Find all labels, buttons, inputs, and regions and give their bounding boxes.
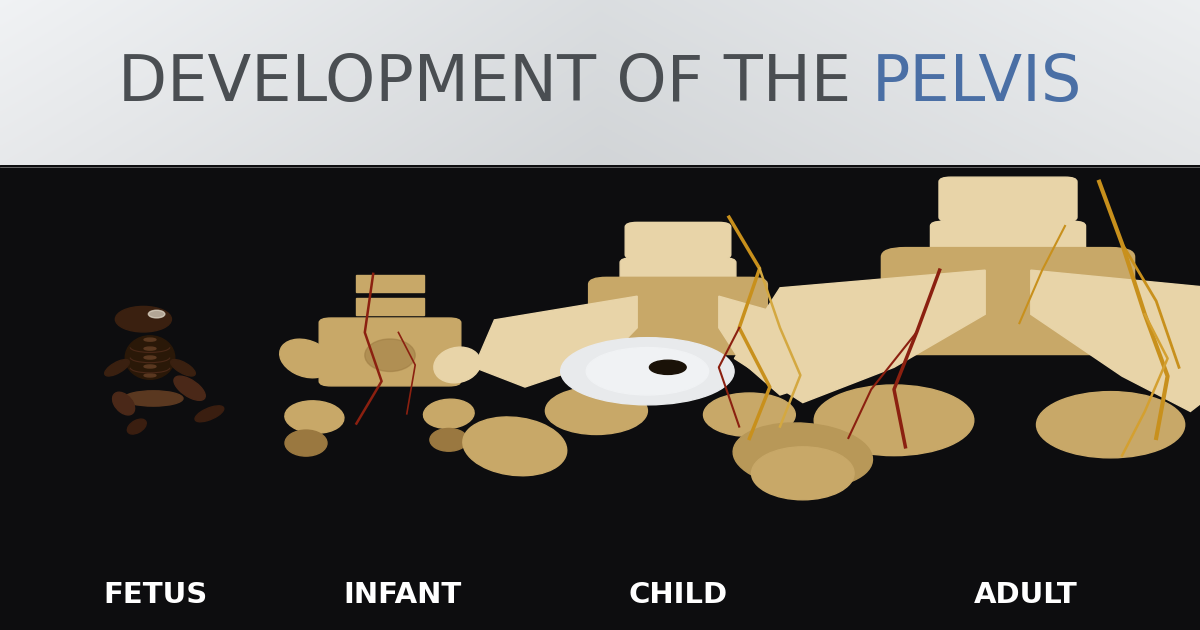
Ellipse shape xyxy=(196,406,223,422)
FancyBboxPatch shape xyxy=(881,248,1135,355)
FancyBboxPatch shape xyxy=(319,318,461,386)
Text: FETUS: FETUS xyxy=(104,581,208,609)
FancyBboxPatch shape xyxy=(940,177,1078,222)
Ellipse shape xyxy=(149,310,164,318)
Polygon shape xyxy=(734,270,985,403)
Ellipse shape xyxy=(144,356,156,359)
Polygon shape xyxy=(474,296,637,387)
FancyBboxPatch shape xyxy=(930,221,1086,266)
Ellipse shape xyxy=(751,447,854,500)
Polygon shape xyxy=(719,296,841,395)
Polygon shape xyxy=(1031,270,1200,411)
Ellipse shape xyxy=(284,401,344,433)
Ellipse shape xyxy=(424,399,474,428)
Ellipse shape xyxy=(463,417,566,476)
Bar xyxy=(356,275,424,292)
Ellipse shape xyxy=(125,336,175,379)
Ellipse shape xyxy=(144,347,156,350)
Ellipse shape xyxy=(1037,392,1184,458)
Ellipse shape xyxy=(286,430,326,456)
Text: PELVIS: PELVIS xyxy=(871,52,1082,113)
Ellipse shape xyxy=(814,385,974,455)
FancyBboxPatch shape xyxy=(588,277,768,355)
Circle shape xyxy=(586,348,708,395)
Ellipse shape xyxy=(280,339,332,378)
Text: ADULT: ADULT xyxy=(974,581,1078,609)
Ellipse shape xyxy=(104,360,130,376)
Circle shape xyxy=(560,338,734,405)
Ellipse shape xyxy=(545,387,648,435)
Ellipse shape xyxy=(115,306,172,332)
Bar xyxy=(356,321,424,337)
Ellipse shape xyxy=(144,374,156,377)
Ellipse shape xyxy=(124,391,182,406)
Ellipse shape xyxy=(365,339,415,372)
Ellipse shape xyxy=(113,392,134,415)
FancyBboxPatch shape xyxy=(620,258,736,295)
Text: DEVELOPMENT OF THE: DEVELOPMENT OF THE xyxy=(118,52,871,113)
Ellipse shape xyxy=(127,419,146,434)
Ellipse shape xyxy=(144,338,156,341)
Text: CHILD: CHILD xyxy=(629,581,727,609)
FancyBboxPatch shape xyxy=(625,222,731,260)
Bar xyxy=(356,298,424,314)
Ellipse shape xyxy=(733,423,872,488)
Ellipse shape xyxy=(144,365,156,368)
Text: INFANT: INFANT xyxy=(343,581,461,609)
Ellipse shape xyxy=(434,347,480,383)
Ellipse shape xyxy=(170,360,196,376)
FancyBboxPatch shape xyxy=(922,265,1094,310)
Ellipse shape xyxy=(430,428,468,451)
Circle shape xyxy=(649,360,686,374)
Ellipse shape xyxy=(174,376,205,400)
Ellipse shape xyxy=(703,393,796,437)
